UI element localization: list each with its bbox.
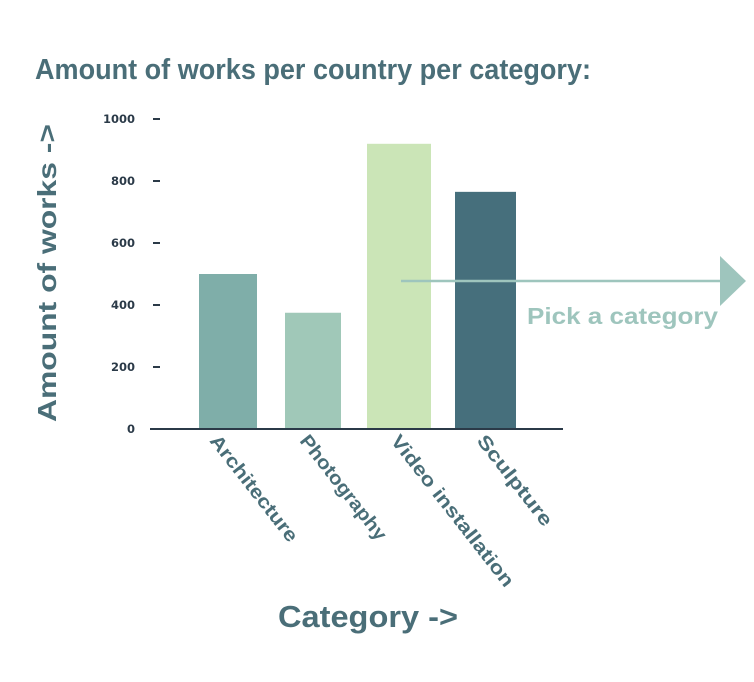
- chart-title: Amount of works per country per category…: [35, 54, 591, 86]
- y-axis-label: Amount of works ->: [32, 124, 62, 422]
- bar-video-installation[interactable]: [367, 143, 431, 430]
- y-tick-label: 400: [111, 298, 135, 312]
- y-tick-label: 600: [111, 236, 135, 250]
- y-tick-label: 800: [111, 174, 135, 188]
- y-axis-ticks: 0 200 400 600 800 1000: [103, 112, 160, 436]
- bars: [199, 143, 516, 430]
- arrow-head-icon: [720, 256, 746, 306]
- y-tick-label: 0: [127, 422, 135, 436]
- y-tick-label: 200: [111, 360, 135, 374]
- pick-category-arrow: [401, 256, 746, 306]
- x-axis-label: Category ->: [278, 599, 458, 634]
- x-tick-label: Photography: [295, 431, 391, 545]
- x-tick-label: Sculpture: [472, 431, 556, 531]
- x-axis-tick-labels: Architecture Photography Video installatio…: [205, 431, 556, 591]
- bar-photography[interactable]: [285, 312, 341, 429]
- x-tick-label: Architecture: [205, 431, 302, 546]
- bar-architecture[interactable]: [199, 274, 257, 429]
- annotation-label: Pick a category: [527, 303, 718, 329]
- bar-sculpture[interactable]: [455, 191, 516, 429]
- y-tick-label: 1000: [103, 112, 135, 126]
